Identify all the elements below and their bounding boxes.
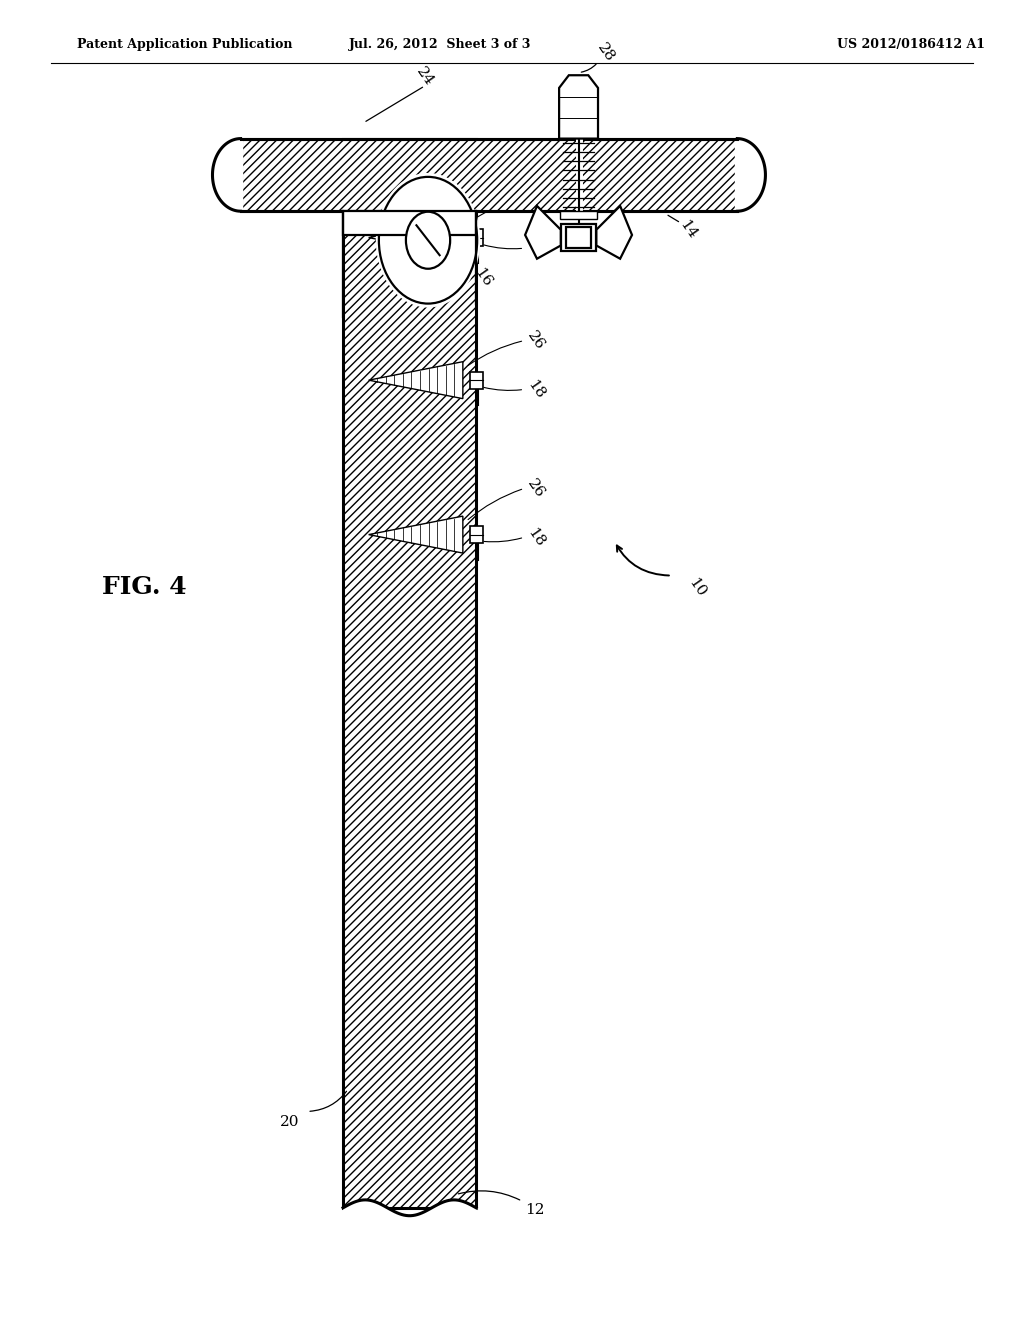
Text: 12: 12 bbox=[525, 1204, 545, 1217]
Polygon shape bbox=[525, 206, 561, 259]
Text: US 2012/0186412 A1: US 2012/0186412 A1 bbox=[838, 38, 985, 51]
Text: 26: 26 bbox=[524, 477, 547, 500]
Polygon shape bbox=[369, 516, 463, 553]
Text: 18: 18 bbox=[524, 525, 547, 549]
Bar bbox=[469, 230, 483, 246]
Circle shape bbox=[406, 211, 451, 269]
Polygon shape bbox=[369, 219, 463, 256]
Text: 16: 16 bbox=[472, 265, 495, 289]
Text: 26: 26 bbox=[524, 329, 547, 352]
Text: Patent Application Publication: Patent Application Publication bbox=[77, 38, 292, 51]
Polygon shape bbox=[559, 75, 598, 139]
Text: 18: 18 bbox=[524, 378, 547, 401]
Bar bbox=[566, 227, 591, 248]
Text: 24: 24 bbox=[414, 65, 436, 88]
Polygon shape bbox=[737, 139, 765, 211]
Bar bbox=[343, 139, 476, 1208]
Text: 20: 20 bbox=[280, 1115, 300, 1129]
Text: 26: 26 bbox=[524, 186, 547, 210]
Text: 10: 10 bbox=[686, 576, 709, 599]
Polygon shape bbox=[596, 206, 632, 259]
Bar bbox=[469, 525, 483, 544]
Polygon shape bbox=[369, 362, 463, 399]
Text: FIG. 4: FIG. 4 bbox=[102, 576, 187, 599]
Text: 28: 28 bbox=[595, 41, 617, 65]
Bar bbox=[343, 139, 476, 1208]
Bar bbox=[241, 139, 737, 211]
Bar bbox=[469, 372, 483, 388]
Bar bbox=[343, 211, 476, 235]
Text: Jul. 26, 2012  Sheet 3 of 3: Jul. 26, 2012 Sheet 3 of 3 bbox=[349, 38, 531, 51]
Text: 14: 14 bbox=[677, 218, 699, 242]
Polygon shape bbox=[213, 139, 241, 211]
Text: 18: 18 bbox=[524, 236, 547, 260]
Circle shape bbox=[376, 173, 480, 308]
Bar bbox=[561, 224, 596, 251]
Bar bbox=[560, 211, 597, 219]
Bar bbox=[241, 139, 737, 211]
